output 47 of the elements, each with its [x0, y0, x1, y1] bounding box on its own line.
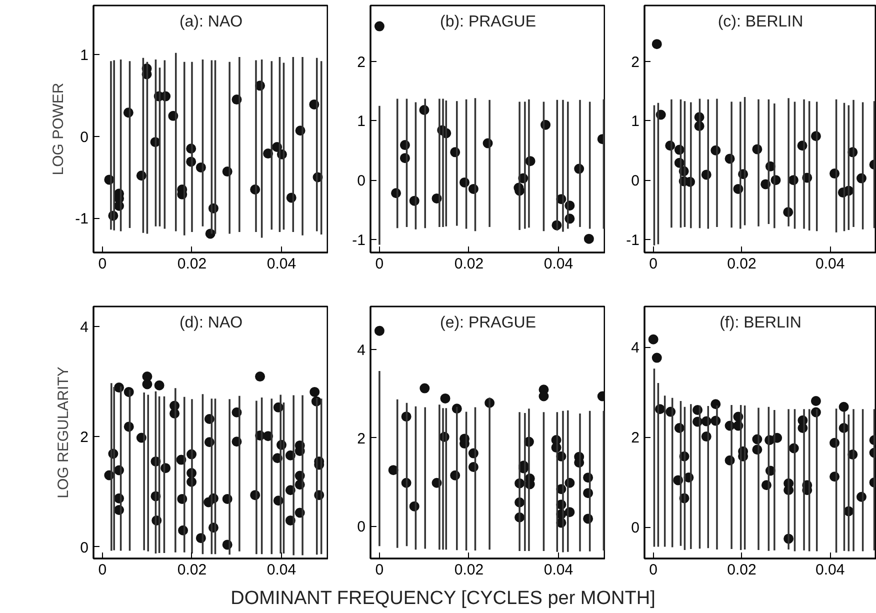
y-tick-label: 2 — [357, 54, 366, 71]
y-tick-label: 1 — [631, 113, 640, 130]
y-tick-label: 4 — [631, 340, 640, 356]
y-tick-label: 0 — [631, 172, 640, 190]
y-tick-label: -1 — [626, 232, 640, 249]
x-tick-label: 0.02 — [727, 562, 756, 578]
y-tick-label: 1 — [80, 47, 88, 64]
y-tick-label: 2 — [80, 429, 88, 446]
y-axis-title: LOG REGULARITY — [55, 366, 72, 498]
text: (c): BERLIN — [718, 14, 804, 30]
text: (e): PRAGUE — [440, 314, 536, 332]
y-tick-label: -1 — [75, 210, 89, 228]
y-tick-label: 0 — [357, 172, 366, 190]
y-tick-label: -1 — [352, 232, 366, 249]
text: (d): NAO — [179, 314, 243, 332]
y-tick-label: 0 — [357, 518, 366, 536]
y-tick-label: 1 — [357, 113, 366, 130]
x-tick-label: 0 — [98, 562, 107, 578]
x-tick-label: 0.02 — [727, 256, 756, 272]
x-tick-label: 0 — [649, 256, 658, 272]
y-tick-label: 4 — [80, 318, 88, 336]
y-tick-label: 2 — [631, 430, 640, 446]
x-tick-label: 0.04 — [816, 562, 845, 578]
y-tick-label: 4 — [357, 342, 366, 359]
y-axis-title: LOG POWER — [50, 82, 68, 176]
y-tick-label: 2 — [357, 430, 366, 448]
text: (b): PRAGUE — [440, 14, 536, 30]
y-tick-label: 0 — [80, 539, 88, 556]
chart-title: (f): BERLIN — [720, 314, 802, 332]
y-tick-label: 2 — [631, 54, 640, 71]
x-axis-title: DOMINANT FREQUENCY [CYCLES per MONTH] — [230, 587, 656, 611]
x-tick-label: 0.04 — [544, 256, 574, 272]
y-tick-label: 0 — [631, 520, 640, 536]
x-tick-label: 0.04 — [544, 562, 574, 578]
x-tick-label: 0.02 — [177, 256, 207, 272]
x-tick-label: 0 — [98, 256, 107, 272]
x-tick-label: 0.04 — [266, 562, 296, 578]
x-tick-label: 0 — [375, 562, 384, 578]
text: (a): NAO — [179, 14, 243, 30]
x-tick-label: 0.04 — [816, 256, 845, 272]
x-tick-label: 0.04 — [266, 256, 296, 272]
y-tick-label: 0 — [80, 128, 88, 146]
x-tick-label: 0.02 — [454, 562, 484, 578]
x-tick-label: 0 — [375, 256, 384, 272]
x-tick-label: 0.02 — [454, 256, 484, 272]
x-tick-label: 0.02 — [177, 562, 207, 578]
x-tick-label: 0 — [649, 562, 658, 578]
